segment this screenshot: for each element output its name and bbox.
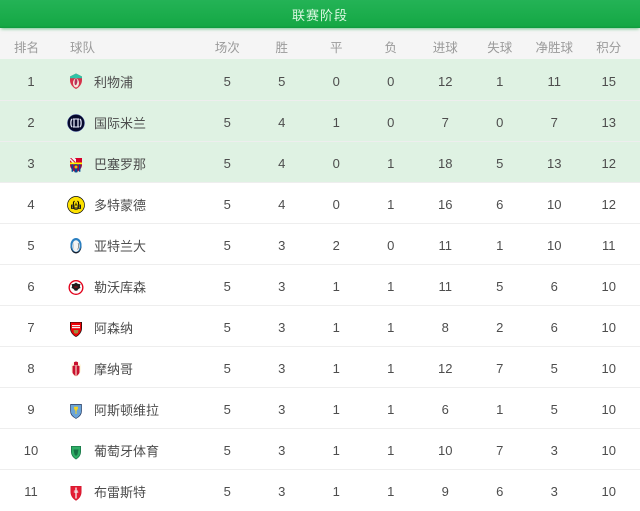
svg-text:SB: SB bbox=[74, 490, 79, 494]
